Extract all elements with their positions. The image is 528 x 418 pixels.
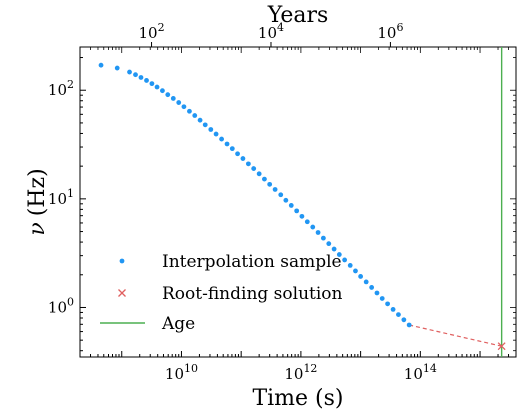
legend-label-root: Root-finding solution [162, 284, 343, 304]
legend-label-interpolation: Interpolation sample [162, 252, 342, 272]
y-axis-unit: (Hz) [25, 168, 50, 216]
interpolation-point [208, 127, 214, 132]
x2-tick-label: 102 [138, 21, 164, 42]
interpolation-point [326, 241, 332, 247]
interpolation-point [267, 181, 273, 187]
interpolation-point [224, 141, 230, 147]
interpolation-point [192, 113, 198, 118]
y-axis-symbol: ν [25, 222, 50, 235]
svg-text:ν(Hz): ν (Hz) [25, 168, 50, 235]
interpolation-series [98, 62, 412, 328]
interpolation-point [187, 108, 192, 114]
y-axis-label: ν (Hz) [25, 168, 50, 235]
interpolation-point [379, 296, 385, 301]
interpolation-point [278, 192, 284, 198]
interpolation-point [353, 268, 358, 274]
y-axis-ticks: 100 101 102 [48, 57, 516, 352]
legend-label-age: Age [161, 314, 195, 334]
interpolation-point [304, 219, 310, 225]
interpolation-point [149, 81, 155, 87]
interpolation-point [369, 285, 375, 290]
interpolation-point [133, 72, 138, 78]
interpolation-point [262, 176, 267, 182]
interpolation-point [256, 171, 262, 177]
interpolation-point [283, 197, 289, 203]
root-finding-line [409, 324, 502, 347]
interpolation-point [170, 96, 176, 101]
interpolation-point [245, 161, 251, 167]
interpolation-point [310, 224, 316, 230]
y-tick-label: 102 [48, 78, 74, 99]
interpolation-point [144, 78, 149, 83]
interpolation-point [406, 322, 412, 328]
interpolation-point [154, 84, 160, 90]
x-tick-label: 1014 [404, 362, 437, 383]
interpolation-point [385, 301, 390, 307]
interpolation-point [272, 187, 278, 192]
y-tick-label: 100 [48, 295, 74, 316]
interpolation-point [363, 279, 369, 285]
interpolation-point [160, 88, 165, 94]
interpolation-point [165, 92, 171, 98]
interpolation-point [401, 317, 407, 323]
x2-tick-label: 106 [377, 21, 403, 42]
interpolation-point [98, 62, 104, 68]
interpolation-point [202, 122, 208, 128]
x-tick-label: 1010 [165, 362, 198, 383]
legend-marker-root [118, 289, 126, 297]
interpolation-point [176, 100, 182, 105]
interpolation-point [138, 75, 144, 80]
interpolation-point [213, 131, 219, 137]
interpolation-point [240, 156, 246, 161]
interpolation-point [396, 312, 401, 317]
x2-tick-label: 104 [258, 21, 284, 42]
root-finding-series [409, 324, 506, 351]
root-finding-marker [497, 342, 506, 351]
x-axis-ticks: 1010 1012 1014 [79, 47, 517, 383]
interpolation-point [320, 235, 326, 241]
interpolation-point [315, 230, 321, 235]
legend: Interpolation sample Root-finding soluti… [100, 252, 343, 334]
interpolation-point [374, 290, 380, 296]
interpolation-point [347, 262, 353, 268]
interpolation-point [251, 166, 257, 171]
y-tick-label: 101 [48, 187, 74, 208]
plot-area [79, 46, 517, 358]
interpolation-point [197, 117, 203, 123]
interpolation-point [181, 104, 187, 110]
interpolation-point [288, 203, 294, 208]
top-x-axis-label: Years [267, 3, 329, 28]
interpolation-point [331, 246, 337, 252]
top-x-axis-ticks: 102 104 106 [138, 21, 403, 47]
interpolation-point [294, 208, 300, 214]
x-tick-label: 1012 [284, 362, 317, 383]
interpolation-point [229, 146, 235, 152]
interpolation-point [336, 252, 342, 257]
interpolation-point [235, 151, 240, 157]
interpolation-point [299, 213, 305, 219]
interpolation-point [219, 136, 224, 142]
x-axis-label: Time (s) [252, 386, 343, 411]
legend-marker-interpolation [119, 258, 125, 264]
interpolation-point [358, 274, 364, 279]
interpolation-point [342, 257, 348, 263]
interpolation-point [127, 69, 132, 75]
interpolation-point [114, 65, 120, 71]
interpolation-point [390, 307, 396, 312]
